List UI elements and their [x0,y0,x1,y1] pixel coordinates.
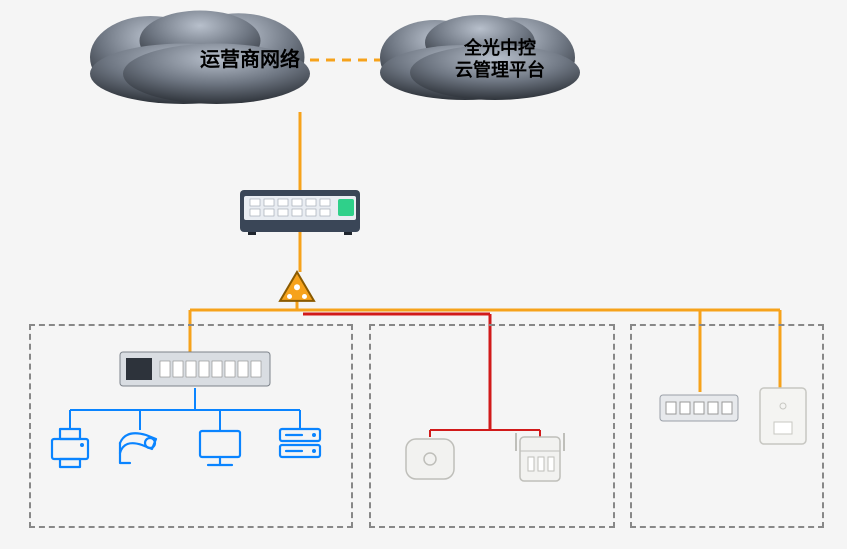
zone-mid [369,324,615,528]
cloud-carrier-label: 运营商网络 [140,48,360,72]
zone-right [630,324,824,528]
cloud-platform-label: 全光中控 云管理平台 [400,38,600,81]
core-switch-icon [240,190,360,235]
zone-left [29,324,353,528]
network-topology-diagram: { "diagram": { "type": "network", "width… [0,0,847,549]
